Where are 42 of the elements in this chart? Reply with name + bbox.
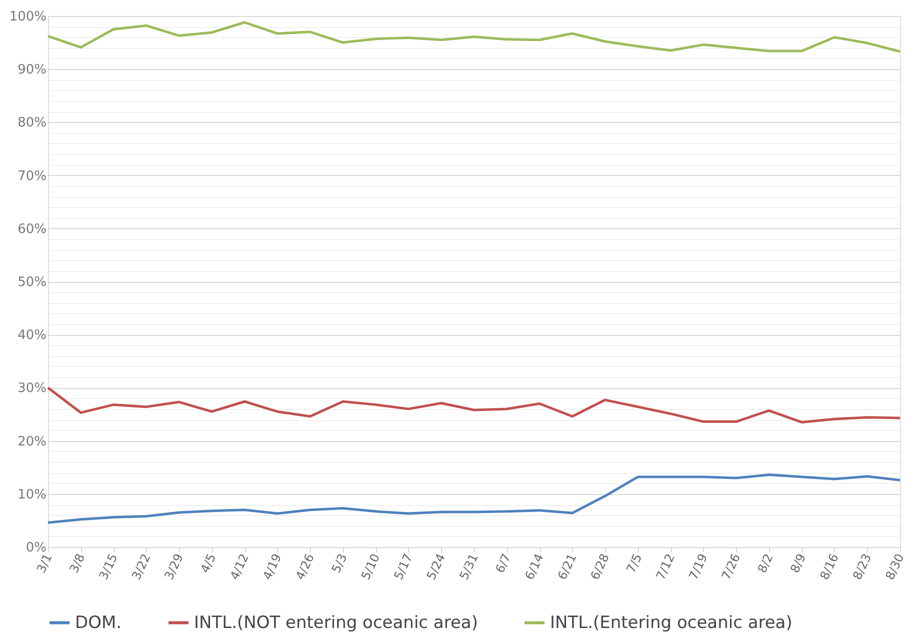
y-tick-label: 90% bbox=[18, 62, 46, 78]
x-tick-label: 8/9 bbox=[788, 552, 809, 575]
x-tick-label: 3/8 bbox=[66, 552, 88, 575]
x-tick-label: 8/16 bbox=[817, 552, 842, 582]
y-tick-label: 100% bbox=[9, 10, 46, 24]
x-tick-label: 6/7 bbox=[492, 552, 514, 575]
x-tick-label: 3/22 bbox=[129, 552, 154, 582]
x-tick-label: 7/12 bbox=[653, 552, 678, 582]
x-tick-label: 8/23 bbox=[850, 552, 874, 582]
y-tick-label: 30% bbox=[18, 381, 46, 396]
x-tick-label: 7/26 bbox=[718, 552, 743, 582]
y-tick-label: 80% bbox=[18, 116, 46, 131]
y-tick-label: 70% bbox=[18, 168, 46, 184]
x-tick-label: 3/29 bbox=[162, 552, 186, 582]
line-series bbox=[46, 474, 902, 524]
line-series bbox=[46, 386, 902, 424]
y-tick-label: 50% bbox=[18, 275, 46, 290]
y-tick-label: 20% bbox=[18, 434, 46, 450]
x-tick-label: 6/28 bbox=[588, 552, 612, 582]
x-tick-label: 8/30 bbox=[882, 552, 907, 582]
x-tick-label: 7/19 bbox=[686, 552, 710, 582]
y-tick-label: 40% bbox=[18, 328, 46, 344]
line-series bbox=[46, 21, 902, 53]
x-tick-label: 6/14 bbox=[522, 552, 546, 582]
y-tick-label: 10% bbox=[18, 487, 46, 502]
x-tick-label: 7/5 bbox=[624, 552, 645, 575]
x-tick-label: 5/24 bbox=[424, 552, 448, 582]
y-tick-label: 60% bbox=[18, 222, 46, 237]
legend-label: DOM. bbox=[75, 612, 122, 633]
legend-label: INTL.(NOT entering oceanic area) bbox=[194, 612, 478, 633]
x-tick-label: 5/3 bbox=[328, 552, 350, 575]
x-tick-label: 4/5 bbox=[198, 552, 219, 575]
x-tick-label: 4/12 bbox=[227, 552, 252, 582]
x-tick-label: 4/26 bbox=[292, 552, 317, 582]
x-tick-label: 5/10 bbox=[358, 552, 383, 582]
x-tick-label: 5/17 bbox=[391, 552, 416, 582]
x-tick-label: 8/2 bbox=[754, 552, 776, 575]
legend-label: INTL.(Entering oceanic area) bbox=[550, 612, 792, 633]
x-tick-label: 6/21 bbox=[555, 552, 580, 582]
x-tick-label: 4/19 bbox=[260, 552, 284, 582]
x-tick-label: 3/15 bbox=[96, 552, 120, 582]
x-tick-label: 5/31 bbox=[456, 552, 481, 582]
